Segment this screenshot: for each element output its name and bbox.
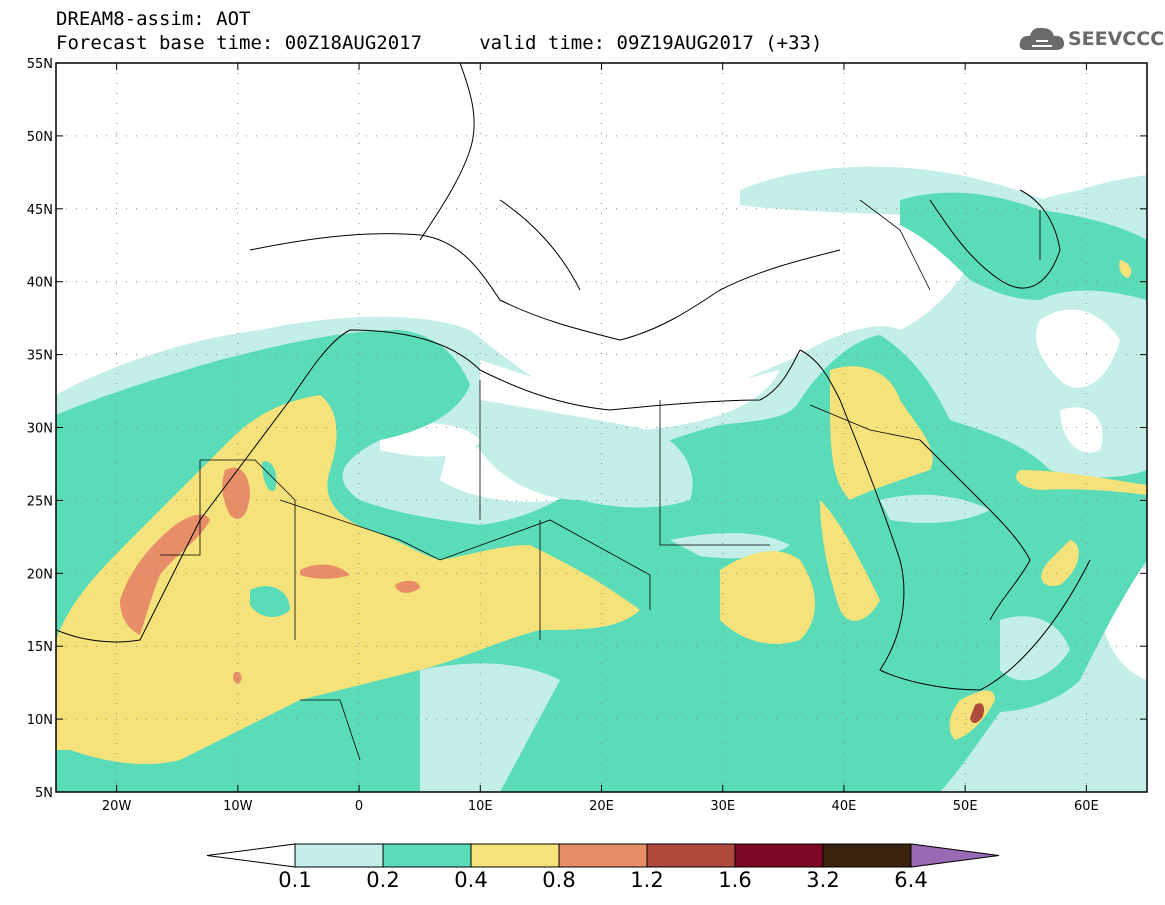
lon-label: 10W (223, 799, 253, 814)
seevccc-logo: SEEVCCC (1018, 22, 1164, 58)
longitude-labels: 20W 10W 0 10E 20E 30E 40E 50E 60E (102, 799, 1099, 814)
lon-label: 20E (589, 799, 614, 814)
lat-label: 35N (27, 349, 53, 364)
aot-level-0.1-inner (420, 400, 1070, 792)
cloud-icon (1019, 27, 1064, 50)
colorbar-low-arrow (206, 843, 296, 868)
colorbar-labels: 0.1 0.2 0.4 0.8 1.2 1.6 3.2 6.4 (278, 868, 927, 892)
lon-label: 40E (832, 799, 857, 814)
lat-label: 30N (27, 422, 53, 437)
aot-field (56, 63, 1147, 792)
colorbar-level-label: 0.1 (278, 868, 311, 892)
lat-label: 25N (27, 494, 53, 509)
coastlines (56, 63, 1091, 691)
colorbar-segment (734, 843, 824, 868)
lat-label: 15N (27, 640, 53, 655)
lat-label: 10N (27, 713, 53, 728)
lat-label: 40N (27, 276, 53, 291)
colorbar-level-label: 1.6 (718, 868, 751, 892)
colorbar-high-arrow (910, 843, 1000, 868)
colorbar-segment (558, 843, 648, 868)
colorbar-level-label: 3.2 (806, 868, 839, 892)
aot-level-0.4 (56, 260, 1147, 765)
colorbar-level-label: 0.8 (542, 868, 575, 892)
colorbar-level-label: 0.4 (454, 868, 487, 892)
lon-label: 10E (468, 799, 493, 814)
lat-label: 20N (27, 567, 53, 582)
colorbar (206, 843, 1000, 868)
colorbar-level-label: 6.4 (894, 868, 927, 892)
aot-level-1.2 (970, 703, 985, 724)
map-title: DREAM8-assim: AOT (56, 8, 251, 30)
lon-label: 50E (953, 799, 978, 814)
colorbar-level-label: 0.2 (366, 868, 399, 892)
lon-label: 60E (1074, 799, 1099, 814)
colorbar-segment (646, 843, 736, 868)
colorbar-segment (470, 843, 560, 868)
forecast-times: Forecast base time: 00Z18AUG2017 valid t… (56, 32, 823, 54)
colorbar-segment (822, 843, 912, 868)
lat-label: 5N (35, 786, 53, 801)
lat-label: 45N (27, 203, 53, 218)
lat-label: 50N (27, 130, 53, 145)
lon-label: 20W (102, 799, 132, 814)
colorbar-segment (382, 843, 472, 868)
latitude-labels: 55N 50N 45N 40N 35N 30N 25N 20N 15N 10N 5N (27, 57, 53, 801)
national-borders (160, 199, 1041, 761)
colorbar-segment (294, 843, 384, 868)
aot-level-0.2-inner (250, 461, 290, 617)
lon-label: 30E (710, 799, 735, 814)
axis-ticks (56, 62, 1147, 793)
logo-text: SEEVCCC (1068, 28, 1165, 50)
lon-label: 0 (355, 799, 363, 814)
colorbar-level-label: 1.2 (630, 868, 663, 892)
lat-label: 55N (27, 57, 53, 72)
